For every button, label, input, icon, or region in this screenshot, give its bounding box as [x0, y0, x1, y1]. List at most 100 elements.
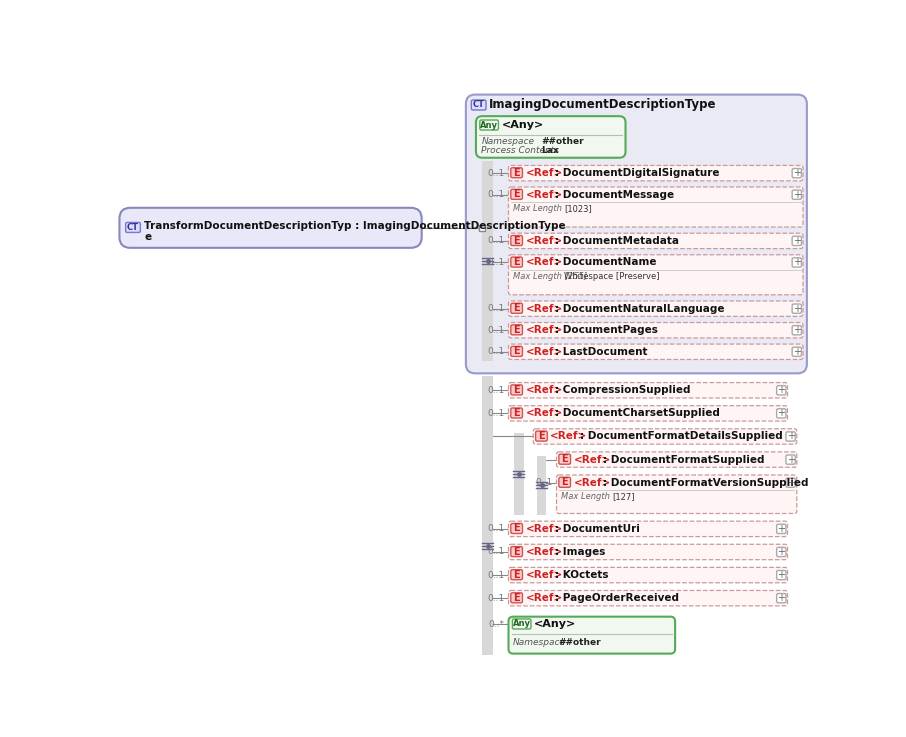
Text: 0..1: 0..1 [487, 548, 505, 556]
Text: 0..1: 0..1 [487, 570, 505, 579]
FancyBboxPatch shape [511, 257, 523, 267]
FancyBboxPatch shape [792, 190, 802, 199]
FancyBboxPatch shape [508, 323, 803, 338]
Text: E: E [514, 547, 520, 556]
Text: Any: Any [513, 620, 531, 629]
FancyBboxPatch shape [508, 617, 675, 654]
FancyBboxPatch shape [511, 385, 523, 395]
FancyBboxPatch shape [476, 116, 625, 158]
Text: <Any>: <Any> [534, 619, 576, 629]
FancyBboxPatch shape [511, 408, 523, 418]
Text: <Ref>: <Ref> [525, 168, 563, 178]
FancyBboxPatch shape [786, 455, 795, 464]
Text: : DocumentDigitalSignature: : DocumentDigitalSignature [555, 168, 719, 178]
Text: e: e [144, 232, 151, 242]
FancyBboxPatch shape [776, 593, 786, 603]
Bar [482, 377, 493, 651]
Text: : CompressionSupplied: : CompressionSupplied [555, 385, 690, 395]
Text: +: + [777, 593, 786, 603]
Text: E: E [538, 431, 545, 441]
Text: <Ref>: <Ref> [525, 593, 563, 603]
FancyBboxPatch shape [508, 165, 803, 181]
FancyBboxPatch shape [776, 570, 786, 580]
FancyBboxPatch shape [508, 187, 803, 227]
FancyBboxPatch shape [776, 524, 786, 534]
FancyBboxPatch shape [792, 237, 802, 245]
Text: 0..1: 0..1 [487, 190, 505, 199]
Text: 0..1: 0..1 [487, 347, 505, 356]
Text: 0..1: 0..1 [487, 258, 505, 267]
Text: [1023]: [1023] [564, 204, 592, 213]
Text: +: + [777, 385, 786, 395]
Text: Process Contents: Process Contents [481, 145, 559, 155]
FancyBboxPatch shape [508, 405, 787, 421]
Text: E: E [514, 168, 520, 178]
Text: Max Length [255]: Max Length [255] [513, 272, 587, 281]
FancyBboxPatch shape [559, 454, 571, 464]
FancyBboxPatch shape [508, 383, 787, 398]
Text: +: + [786, 478, 795, 488]
Text: CT: CT [127, 223, 139, 232]
FancyBboxPatch shape [556, 452, 796, 467]
Text: E: E [514, 385, 520, 395]
Text: E: E [562, 478, 568, 487]
FancyBboxPatch shape [792, 326, 802, 335]
Text: Any: Any [480, 121, 498, 130]
Text: E: E [514, 408, 520, 418]
Text: E: E [562, 454, 568, 464]
Text: 0..1: 0..1 [487, 385, 505, 395]
Text: E: E [514, 189, 520, 199]
Text: <Ref>: <Ref> [525, 347, 563, 357]
Text: : PageOrderReceived: : PageOrderReceived [555, 593, 679, 603]
Bar [514, 433, 524, 515]
FancyBboxPatch shape [511, 593, 523, 603]
Text: 0..1: 0..1 [487, 409, 505, 418]
FancyBboxPatch shape [792, 169, 802, 178]
Text: E: E [514, 325, 520, 335]
FancyBboxPatch shape [480, 120, 498, 130]
Text: E: E [514, 523, 520, 534]
Text: Namespace: Namespace [481, 137, 535, 146]
Text: 0..*: 0..* [488, 620, 505, 629]
FancyBboxPatch shape [466, 94, 807, 374]
FancyBboxPatch shape [508, 301, 803, 316]
FancyBboxPatch shape [792, 347, 802, 357]
Text: <Ref>: <Ref> [525, 189, 563, 200]
Text: : DocumentName: : DocumentName [555, 257, 657, 268]
Text: +: + [793, 347, 801, 357]
Text: : DocumentNaturalLanguage: : DocumentNaturalLanguage [555, 304, 725, 314]
Text: : DocumentFormatVersionSupplied: : DocumentFormatVersionSupplied [603, 478, 808, 488]
Text: +: + [793, 168, 801, 178]
FancyBboxPatch shape [776, 385, 786, 395]
Text: +: + [793, 325, 801, 335]
FancyBboxPatch shape [511, 523, 523, 534]
Text: 0..1: 0..1 [487, 237, 505, 245]
Text: : DocumentMessage: : DocumentMessage [555, 189, 674, 200]
FancyBboxPatch shape [786, 478, 795, 487]
Text: <Ref>: <Ref> [550, 431, 588, 441]
Bar [482, 161, 493, 361]
FancyBboxPatch shape [556, 475, 796, 514]
Text: : LastDocument: : LastDocument [555, 347, 648, 357]
FancyBboxPatch shape [511, 303, 523, 313]
Text: <Ref>: <Ref> [525, 257, 563, 268]
FancyBboxPatch shape [126, 223, 140, 232]
Text: E: E [514, 303, 520, 313]
Text: E: E [514, 236, 520, 245]
Text: +: + [793, 257, 801, 268]
Text: E: E [514, 346, 520, 357]
Text: Max Length: Max Length [513, 204, 562, 213]
Text: Max Length: Max Length [561, 492, 610, 501]
Text: <Ref>: <Ref> [525, 236, 563, 246]
FancyBboxPatch shape [511, 189, 523, 199]
Text: +: + [777, 570, 786, 580]
Text: +: + [786, 431, 795, 441]
Text: +: + [777, 547, 786, 557]
FancyBboxPatch shape [508, 567, 787, 583]
FancyBboxPatch shape [792, 304, 802, 313]
Text: <Ref>: <Ref> [525, 304, 563, 314]
FancyBboxPatch shape [120, 208, 421, 248]
Text: 0..1: 0..1 [487, 326, 505, 335]
FancyBboxPatch shape [792, 258, 802, 267]
FancyBboxPatch shape [535, 431, 547, 441]
